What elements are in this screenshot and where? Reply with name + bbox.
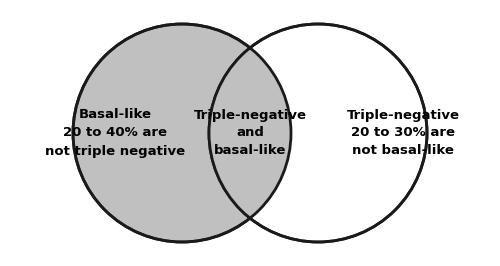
Text: Triple-negative
20 to 30% are
not basal-like: Triple-negative 20 to 30% are not basal-… [346,109,460,157]
Text: Triple-negative
and
basal-like: Triple-negative and basal-like [194,109,306,157]
Text: Basal-like
20 to 40% are
not triple negative: Basal-like 20 to 40% are not triple nega… [45,109,185,157]
Ellipse shape [209,24,427,242]
Ellipse shape [73,24,291,242]
Ellipse shape [73,24,291,242]
